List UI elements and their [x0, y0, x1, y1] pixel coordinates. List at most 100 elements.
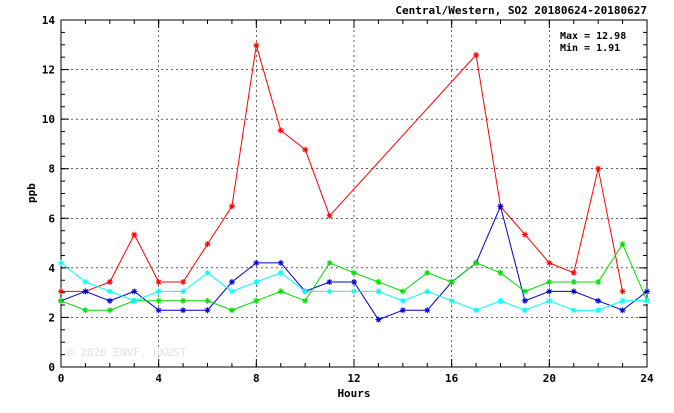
data-point-marker — [546, 297, 553, 304]
data-point-marker — [302, 288, 309, 295]
series-2 — [58, 203, 650, 323]
data-point-marker — [619, 297, 626, 304]
data-point-marker — [473, 51, 480, 58]
data-point-marker — [521, 297, 528, 304]
data-point-marker — [180, 307, 187, 314]
data-point-marker — [326, 259, 333, 266]
data-point-marker — [570, 307, 577, 314]
data-point-marker — [58, 259, 64, 266]
x-tick-label: 8 — [253, 372, 260, 385]
min-label: Min = 1.91 — [560, 42, 620, 54]
x-tick-label: 16 — [445, 372, 459, 385]
data-point-marker — [399, 288, 406, 295]
data-point-marker — [204, 241, 211, 248]
x-tick-label: 0 — [58, 372, 65, 385]
data-point-marker — [351, 288, 357, 295]
y-tick-label: 4 — [48, 262, 55, 275]
data-point-marker — [399, 297, 406, 304]
data-point-marker — [570, 288, 577, 295]
data-point-marker — [375, 316, 382, 323]
data-point-marker — [277, 259, 284, 266]
data-point-marker — [595, 165, 602, 172]
data-point-marker — [253, 278, 260, 285]
data-point-marker — [277, 288, 284, 295]
data-point-marker — [595, 297, 602, 304]
data-point-marker — [277, 269, 284, 276]
data-point-marker — [644, 288, 650, 295]
data-point-marker — [180, 278, 187, 285]
data-point-marker — [326, 288, 333, 295]
data-point-marker — [155, 307, 162, 314]
data-point-marker — [521, 288, 528, 295]
data-point-marker — [131, 288, 138, 295]
data-point-marker — [546, 259, 553, 266]
data-point-marker — [473, 307, 480, 314]
data-point-marker — [228, 203, 235, 210]
x-tick-label: 24 — [640, 372, 654, 385]
data-point-marker — [619, 307, 626, 314]
data-point-marker — [204, 307, 211, 314]
data-point-marker — [375, 288, 382, 295]
x-tick-label: 20 — [543, 372, 556, 385]
y-tick-label: 2 — [48, 311, 55, 324]
series-line — [61, 45, 624, 292]
data-point-marker — [204, 297, 211, 304]
data-point-marker — [570, 278, 577, 285]
data-point-marker — [595, 278, 602, 285]
max-label: Max = 12.98 — [560, 31, 626, 42]
data-point-marker — [302, 297, 309, 304]
data-point-marker — [619, 241, 626, 248]
data-point-marker — [570, 269, 577, 276]
data-point-marker — [155, 278, 162, 285]
data-point-marker — [351, 278, 357, 285]
y-tick-label: 0 — [48, 361, 55, 374]
data-point-marker — [399, 307, 406, 314]
data-point-marker — [253, 297, 260, 304]
y-axis-label: ppb — [25, 183, 38, 203]
y-tick-label: 12 — [42, 64, 55, 77]
data-point-marker — [302, 146, 309, 153]
data-point-marker — [326, 212, 333, 219]
watermark-text: © 2026 ENVF, HKUST — [67, 346, 187, 359]
data-point-marker — [424, 269, 431, 276]
data-point-marker — [180, 288, 187, 295]
grid-layer — [61, 20, 647, 367]
series-layer — [58, 42, 650, 323]
data-point-marker — [82, 288, 89, 295]
series-3 — [58, 241, 650, 314]
data-point-marker — [82, 278, 89, 285]
data-point-marker — [473, 259, 480, 266]
data-point-marker — [228, 307, 235, 314]
data-point-marker — [253, 42, 260, 49]
plot-frame — [60, 19, 648, 368]
data-point-marker — [448, 297, 455, 304]
data-point-marker — [155, 288, 162, 295]
data-point-marker — [106, 307, 113, 314]
data-point-marker — [424, 288, 431, 295]
data-point-marker — [546, 278, 553, 285]
data-point-marker — [644, 297, 650, 304]
data-point-marker — [375, 278, 382, 285]
data-point-marker — [106, 288, 113, 295]
data-point-marker — [58, 297, 64, 304]
data-point-marker — [82, 307, 89, 314]
x-tick-label: 12 — [347, 372, 360, 385]
data-point-marker — [253, 259, 260, 266]
data-point-marker — [180, 297, 187, 304]
series-1 — [58, 42, 626, 295]
x-tick-label: 4 — [155, 372, 162, 385]
data-point-marker — [204, 269, 211, 276]
chart-title: Central/Western, SO2 20180624-20180627 — [395, 4, 647, 17]
data-point-marker — [521, 307, 528, 314]
data-point-marker — [228, 288, 235, 295]
data-point-marker — [521, 231, 528, 238]
data-point-marker — [106, 278, 113, 285]
data-point-marker — [448, 278, 455, 285]
data-point-marker — [228, 278, 235, 285]
data-point-marker — [546, 288, 553, 295]
data-point-marker — [106, 297, 113, 304]
data-point-marker — [326, 278, 333, 285]
data-point-marker — [497, 203, 504, 210]
